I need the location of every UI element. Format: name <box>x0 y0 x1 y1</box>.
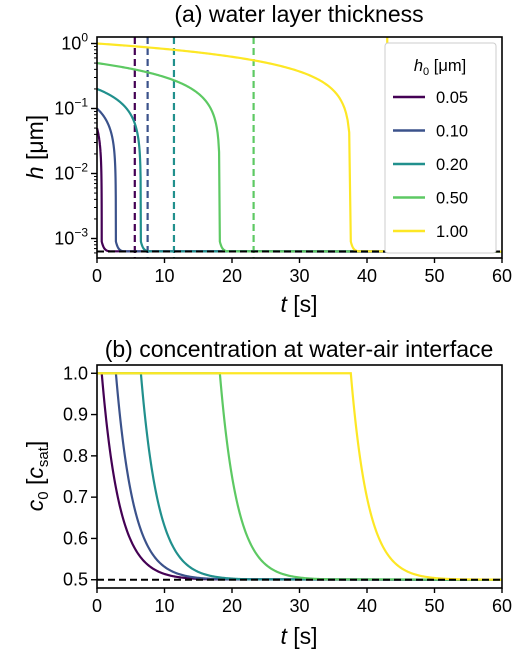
panel-a-frame <box>96 36 503 259</box>
panel-b-y-tick-label: 0.7 <box>63 487 88 507</box>
panel-a-series-0.10 <box>96 107 503 253</box>
legend-label-0.05: 0.05 <box>436 89 468 107</box>
panel-b-x-axis-label: t [s] <box>280 623 317 649</box>
legend-label-0.50: 0.50 <box>436 190 468 208</box>
panel-b-series-1.00 <box>97 372 503 581</box>
panel-b-y-tick-label: 0.8 <box>63 446 88 466</box>
panel-b-y-tick-label: 1.0 <box>63 363 88 383</box>
panel-a-x-tick-label: 20 <box>222 266 242 286</box>
panel-a-series-0.50 <box>96 61 503 253</box>
panel-b-x-tick-label: 30 <box>289 596 309 616</box>
panel-b-x-tick-label: 50 <box>424 596 444 616</box>
panel-a-x-tick-label: 40 <box>357 266 377 286</box>
legend-label-0.10: 0.10 <box>436 123 468 141</box>
panel-a-x-tick-label: 10 <box>154 266 174 286</box>
legend-title: h0 [μm] <box>414 57 466 78</box>
panel-b-x-tick-label: 40 <box>357 596 377 616</box>
legend-label-1.00: 1.00 <box>436 223 468 241</box>
legend: h0 [μm] 0.05 0.10 0.20 0.50 1.00 <box>384 42 497 254</box>
panel-a-y-tick-label: 10−1 <box>54 96 88 119</box>
panel-b-series-0.20 <box>97 372 503 581</box>
panel-b-x-tick-label: 0 <box>92 596 102 616</box>
panel-a-series-0.20 <box>96 87 503 253</box>
panel-a-x-tick-label: 0 <box>92 266 102 286</box>
panel-b-series-0.05 <box>97 372 503 581</box>
panel-b-series-0.10 <box>97 372 503 581</box>
panel-a-y-axis-label: h [μm] <box>22 115 48 179</box>
panel-a-y-tick-label: 10−3 <box>54 226 88 249</box>
panel-a-y-tick-label: 10−2 <box>54 161 88 184</box>
panel-a: (a) water layer thickness 0 10 20 30 40 50 60 … <box>22 1 512 317</box>
panel-b-x-tick-label: 20 <box>222 596 242 616</box>
panel-b-y-axis-label: c0 [csat] <box>22 441 52 512</box>
panel-b-title: (b) concentration at water-air interface <box>105 336 494 362</box>
panel-a-x-tick-label: 60 <box>492 266 512 286</box>
panel-a-x-axis-label: t [s] <box>280 291 317 317</box>
panel-b-series-0.50 <box>97 372 503 581</box>
panel-b: (b) concentration at water-air interface… <box>22 336 512 649</box>
panel-a-series-0.05 <box>95 127 503 253</box>
panel-b-y-tick-label: 0.9 <box>63 405 88 425</box>
legend-label-0.20: 0.20 <box>436 156 468 174</box>
panel-b-y-tick-label: 0.6 <box>63 528 88 548</box>
legend-box <box>384 42 497 254</box>
panel-a-x-tick-label: 50 <box>424 266 444 286</box>
panel-b-y-tick-label: 0.5 <box>63 570 88 590</box>
panel-a-series-1.00 <box>96 42 503 253</box>
panel-b-x-tick-label: 10 <box>154 596 174 616</box>
panel-a-title: (a) water layer thickness <box>174 1 423 27</box>
panel-a-y-tick-label: 100 <box>61 31 88 54</box>
panel-b-frame <box>96 364 503 589</box>
panel-a-x-tick-label: 30 <box>289 266 309 286</box>
panel-b-x-tick-label: 60 <box>492 596 512 616</box>
